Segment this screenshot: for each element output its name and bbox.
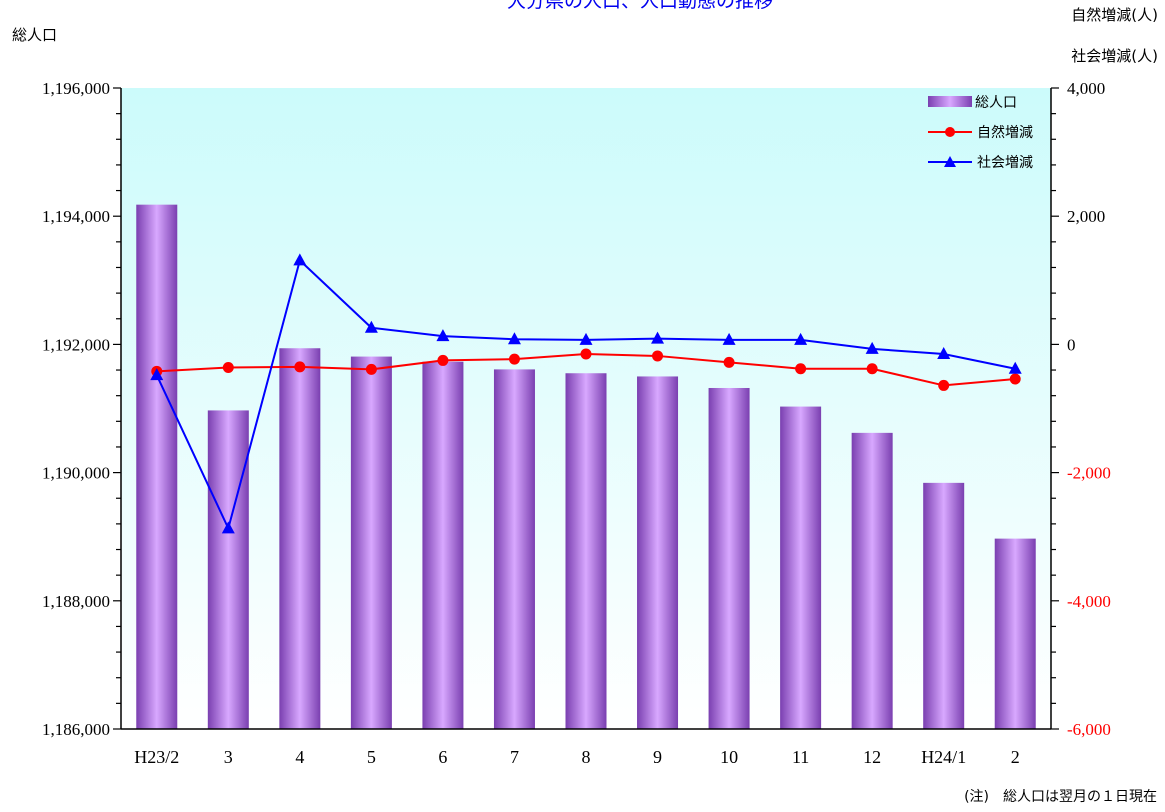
bar-9 [780, 406, 822, 729]
point-natural-9 [795, 363, 807, 375]
point-social-11 [937, 347, 951, 360]
right-tick-label: -2,000 [1067, 464, 1111, 483]
bar-7 [637, 376, 679, 729]
x-tick-label: H23/2 [134, 747, 179, 767]
point-social-3 [364, 320, 378, 333]
bar-6 [565, 373, 607, 729]
footnote: (注) 総人口は翌月の１日現在 [964, 789, 1157, 805]
right-axis-label-social: 社会増減(人) [1071, 47, 1158, 65]
left-tick-label: 1,192,000 [42, 335, 110, 354]
point-natural-10 [866, 363, 878, 375]
point-social-5 [507, 332, 521, 345]
x-tick-label: 2 [1011, 747, 1020, 767]
legend-label-natural: 自然増減 [977, 124, 1033, 141]
x-tick-label: 7 [510, 747, 519, 767]
right-tick-label: 0 [1067, 335, 1076, 354]
point-social-0 [150, 368, 164, 381]
point-social-7 [651, 331, 665, 344]
point-natural-8 [723, 356, 735, 368]
point-natural-4 [437, 354, 449, 366]
tick-labels-group: 1,186,000 1,188,000 1,190,000 1,192,000 1,19… [42, 79, 1111, 767]
point-natural-11 [938, 379, 950, 391]
x-tick-label: 11 [792, 747, 809, 767]
x-tick-label: H24/1 [921, 747, 966, 767]
left-tick-label: 1,188,000 [42, 592, 110, 611]
bar-12 [994, 538, 1036, 729]
bars-group [136, 204, 1036, 730]
point-social-4 [436, 329, 450, 342]
point-social-10 [865, 341, 879, 354]
point-social-6 [579, 332, 593, 345]
lines-group [150, 253, 1022, 534]
legend-marker-natural [945, 127, 955, 137]
left-tick-label: 1,190,000 [42, 464, 110, 483]
legend-label-population: 総人口 [975, 95, 1017, 111]
bar-11 [923, 482, 965, 729]
left-tick-label: 1,186,000 [42, 720, 110, 739]
chart-title: 大分県の人口、人口動態の推移 [507, 0, 773, 12]
x-tick-label: 4 [295, 747, 304, 767]
x-tick-label: 10 [720, 747, 738, 767]
x-tick-label: 5 [367, 747, 376, 767]
right-axis-label-natural: 自然増減(人) [1071, 6, 1158, 24]
point-natural-6 [580, 348, 592, 360]
left-tick-label: 1,196,000 [42, 79, 110, 98]
bar-1 [207, 410, 249, 729]
point-social-1 [221, 521, 235, 534]
legend-label-social: 社会増減 [977, 154, 1033, 171]
point-natural-1 [222, 361, 234, 373]
x-tick-label: 8 [582, 747, 591, 767]
point-social-8 [722, 332, 736, 345]
bar-4 [422, 361, 464, 729]
point-natural-2 [294, 361, 306, 373]
x-tick-label: 12 [863, 747, 881, 767]
point-social-9 [794, 332, 808, 345]
bar-2 [279, 348, 321, 729]
bar-0 [136, 204, 178, 730]
bar-3 [350, 356, 392, 729]
point-natural-5 [508, 353, 520, 365]
right-tick-label: 2,000 [1067, 207, 1105, 226]
bar-8 [708, 387, 750, 729]
right-tick-label: 4,000 [1067, 79, 1105, 98]
x-tick-label: 9 [653, 747, 662, 767]
legend-swatch-population [928, 96, 972, 107]
point-natural-3 [365, 363, 377, 375]
left-tick-label: 1,194,000 [42, 207, 110, 226]
x-tick-label: 3 [224, 747, 233, 767]
legend: 総人口 自然増減 社会増減 [928, 95, 1033, 171]
point-social-2 [293, 253, 307, 266]
legend-marker-social [944, 156, 956, 167]
point-social-12 [1008, 361, 1022, 374]
right-tick-label: -4,000 [1067, 592, 1111, 611]
axes-group [113, 87, 1059, 730]
point-natural-12 [1009, 373, 1021, 385]
point-natural-7 [652, 350, 664, 362]
left-axis-label: 総人口 [12, 26, 57, 44]
x-tick-label: 6 [438, 747, 447, 767]
bar-10 [851, 432, 893, 729]
right-tick-label: -6,000 [1067, 720, 1111, 739]
bar-5 [493, 369, 535, 729]
